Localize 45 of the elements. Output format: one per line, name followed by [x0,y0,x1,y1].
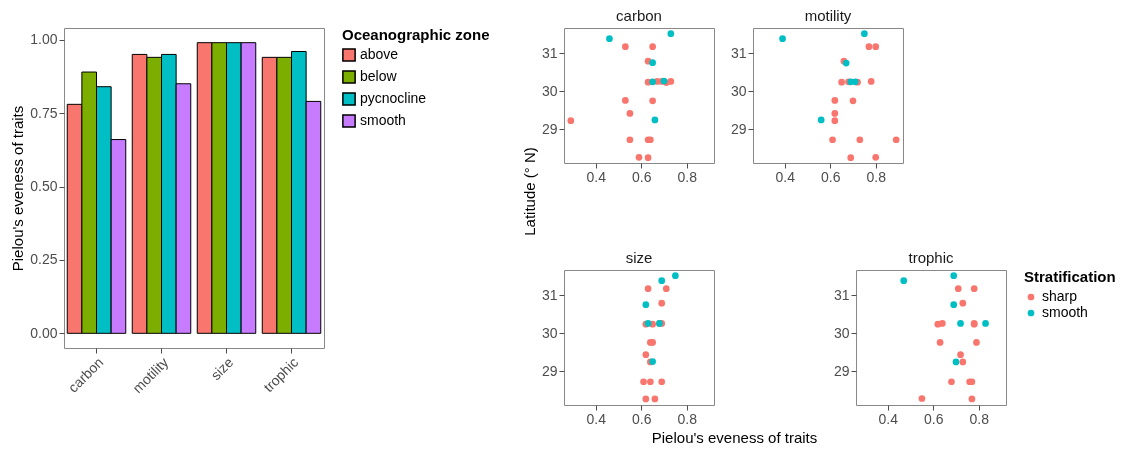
chart-title: trophic [908,249,955,266]
legend-label: smooth [360,112,406,128]
x-tick-label: 0.4 [775,168,796,185]
y-tick-label: 31 [541,286,558,303]
y-tick-label: 30 [541,324,558,341]
y-tick-label: 30 [730,82,747,99]
x-tick-label: 0.6 [821,168,841,185]
x-axis-title: Pielou's eveness of traits [651,428,818,446]
x-tick-label: 0.6 [632,168,652,185]
y-tick-label: 31 [833,286,850,303]
y-tick-label: 29 [730,120,747,137]
x-tick-label: 0.8 [969,410,990,427]
x-tick-label: 0.8 [677,168,698,185]
y-tick-label: 30 [541,82,558,99]
x-tick-label: 0.8 [866,168,887,185]
legend-label: smooth [1042,304,1088,320]
x-tick-label: 0.8 [677,410,698,427]
y-tick-label: 29 [541,362,558,379]
y-tick-label: 0.75 [30,104,58,121]
legend-title: Stratification [1024,268,1116,285]
legend-label: pycnocline [360,90,427,106]
y-tick-label: 1.00 [30,31,58,48]
y-axis-title: Latitude (° N) [520,147,538,236]
chart-title: motility [804,7,852,24]
legend-label: sharp [1042,288,1078,304]
y-tick-label: 0.25 [30,251,58,268]
legend-label: below [360,68,398,84]
x-tick-label: 0.4 [878,410,899,427]
y-tick-label: 31 [541,44,558,61]
x-tick-label: 0.4 [586,168,607,185]
chart-title: size [625,249,653,266]
y-tick-label: 30 [833,324,850,341]
y-axis-title: Pielou's eveness of traits [9,105,27,272]
x-tick-label: 0.6 [632,410,652,427]
y-tick-label: 0.50 [30,178,58,195]
y-tick-label: 29 [541,120,558,137]
x-tick-label: 0.6 [924,410,944,427]
chart-title: carbon [616,7,662,24]
x-tick-label: 0.4 [586,410,607,427]
y-tick-label: 31 [730,44,747,61]
legend-title: Oceanographic zone [342,26,490,43]
y-tick-label: 0.00 [30,324,58,341]
y-tick-label: 29 [833,362,850,379]
legend-label: above [360,46,399,62]
x-tick-label: size [207,353,237,384]
